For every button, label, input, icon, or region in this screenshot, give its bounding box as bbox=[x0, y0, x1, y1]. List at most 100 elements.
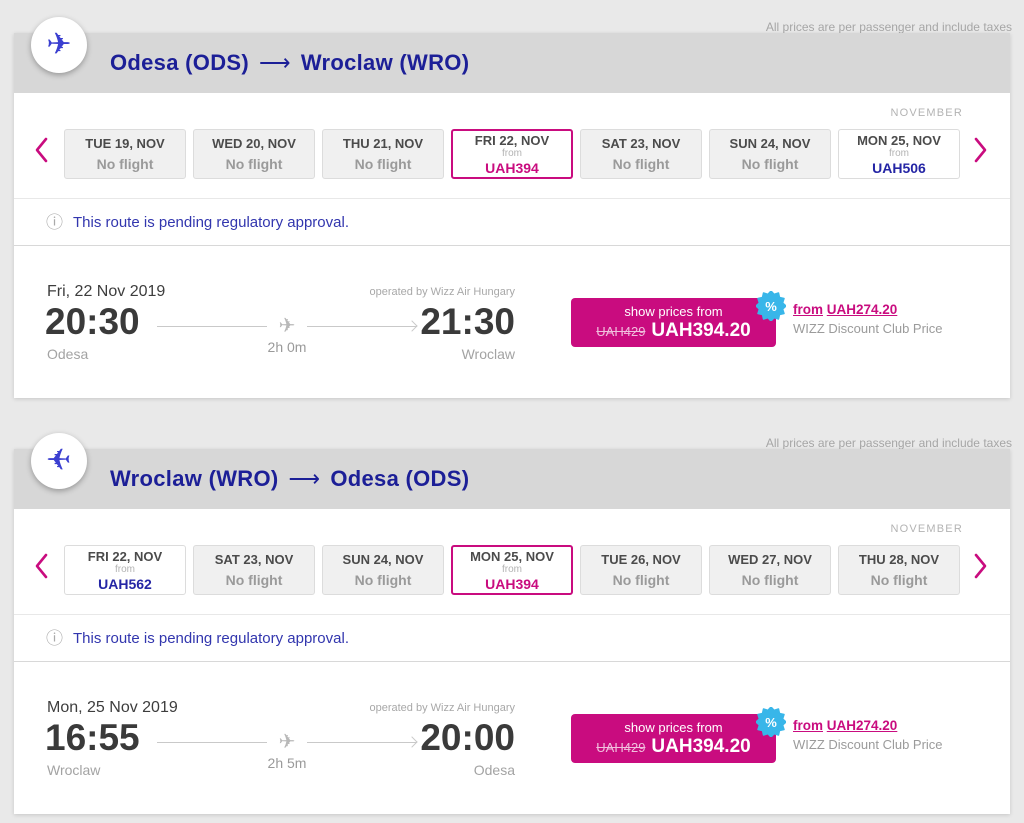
wdc-from-label[interactable]: from bbox=[793, 302, 823, 317]
flight-duration: 2h 5m bbox=[267, 755, 307, 771]
route-header-band bbox=[14, 33, 1010, 93]
prev-dates-chevron-icon[interactable] bbox=[33, 553, 49, 579]
tab-date: THU 21, NOV bbox=[342, 136, 424, 151]
wdc-caption: WIZZ Discount Club Price bbox=[793, 737, 943, 752]
tab-date: SAT 23, NOV bbox=[214, 552, 294, 567]
outbound-flight-card: ✈ Odesa (ODS) ⟶ Wroclaw (WRO) NOVEMBER T… bbox=[14, 17, 1010, 398]
plane-icon: ✈ bbox=[278, 731, 296, 753]
date-tab[interactable]: TUE 19, NOV No flight bbox=[64, 129, 186, 179]
wdc-price[interactable]: UAH274.20 bbox=[826, 302, 898, 317]
date-tab-selected[interactable]: MON 25, NOV from UAH394 bbox=[451, 545, 573, 595]
prices-disclaimer: All prices are per passenger and include… bbox=[765, 20, 1012, 34]
month-label: NOVEMBER bbox=[890, 107, 963, 119]
tab-date: MON 25, NOV bbox=[857, 132, 941, 148]
tab-date: FRI 22, NOV bbox=[474, 132, 550, 148]
path-line bbox=[157, 325, 267, 327]
wdc-price-link[interactable]: from UAH274.20 bbox=[793, 718, 943, 733]
notice-text: This route is pending regulatory approva… bbox=[73, 213, 349, 231]
route-title: Wroclaw (WRO) ⟶ Odesa (ODS) bbox=[110, 449, 469, 509]
current-price: UAH394.20 bbox=[651, 735, 751, 757]
plane-icon: ✈ bbox=[46, 28, 72, 61]
tab-from-label: from bbox=[889, 147, 909, 159]
departure-time: 20:30 bbox=[45, 301, 140, 342]
date-tab[interactable]: MON 25, NOV from UAH506 bbox=[838, 129, 960, 179]
wdc-price-link[interactable]: from UAH274.20 bbox=[793, 302, 943, 317]
operated-by: operated by Wizz Air Hungary bbox=[369, 702, 515, 714]
departure-time: 16:55 bbox=[45, 717, 140, 758]
flight-row: Fri, 22 Nov 2019 operated by Wizz Air Hu… bbox=[14, 246, 1010, 398]
wdc-caption: WIZZ Discount Club Price bbox=[793, 321, 943, 336]
tab-price: UAH394 bbox=[485, 159, 539, 176]
show-prices-button[interactable]: show prices from UAH429 UAH394.20 bbox=[571, 714, 776, 763]
path-arrow bbox=[307, 325, 418, 327]
wdc-price[interactable]: UAH274.20 bbox=[826, 718, 898, 733]
discount-badge: % bbox=[756, 291, 786, 321]
date-tab[interactable]: THU 21, NOV No flight bbox=[322, 129, 444, 179]
tab-date: WED 20, NOV bbox=[212, 136, 296, 151]
tab-price: UAH506 bbox=[872, 159, 926, 176]
tab-date: FRI 22, NOV bbox=[87, 548, 163, 564]
tab-status: No flight bbox=[741, 156, 799, 172]
tab-status: No flight bbox=[225, 156, 283, 172]
prices-disclaimer: All prices are per passenger and include… bbox=[765, 436, 1012, 450]
date-tab-selected[interactable]: FRI 22, NOV from UAH394 bbox=[451, 129, 573, 179]
tab-price: UAH562 bbox=[98, 575, 152, 592]
tab-status: No flight bbox=[354, 572, 412, 588]
path-line bbox=[157, 741, 267, 743]
tab-date: SUN 24, NOV bbox=[729, 136, 811, 151]
tab-date: TUE 19, NOV bbox=[85, 136, 165, 151]
old-price: UAH429 bbox=[596, 323, 646, 339]
flight-path: ✈ 2h 0m bbox=[157, 315, 418, 355]
tab-status: No flight bbox=[870, 572, 928, 588]
date-tabs: TUE 19, NOV No flight WED 20, NOV No fli… bbox=[64, 129, 960, 179]
wdc-from-label[interactable]: from bbox=[793, 718, 823, 733]
tab-date: SAT 23, NOV bbox=[601, 136, 681, 151]
tab-status: No flight bbox=[612, 156, 670, 172]
tab-status: No flight bbox=[741, 572, 799, 588]
next-dates-chevron-icon[interactable] bbox=[973, 553, 989, 579]
date-tab[interactable]: SUN 24, NOV No flight bbox=[322, 545, 444, 595]
date-tab[interactable]: WED 27, NOV No flight bbox=[709, 545, 831, 595]
percent-icon: % bbox=[765, 298, 777, 314]
discount-badge: % bbox=[756, 707, 786, 737]
date-tabs: FRI 22, NOV from UAH562 SAT 23, NOV No f… bbox=[64, 545, 960, 595]
percent-icon: % bbox=[765, 714, 777, 730]
wdc-price-block: from UAH274.20 WIZZ Discount Club Price bbox=[793, 302, 943, 336]
regulatory-notice: ⓘ This route is pending regulatory appro… bbox=[14, 614, 1010, 662]
month-label: NOVEMBER bbox=[890, 523, 963, 535]
route-title: Odesa (ODS) ⟶ Wroclaw (WRO) bbox=[110, 33, 469, 93]
plane-badge: ✈ bbox=[31, 17, 87, 73]
plane-icon: ✈ bbox=[278, 315, 296, 337]
wdc-price-block: from UAH274.20 WIZZ Discount Club Price bbox=[793, 718, 943, 752]
flight-date: Mon, 25 Nov 2019 bbox=[47, 699, 178, 716]
plane-icon: ✈ bbox=[46, 444, 72, 477]
route-destination: Wroclaw (WRO) bbox=[300, 50, 470, 75]
notice-text: This route is pending regulatory approva… bbox=[73, 629, 349, 647]
date-tab[interactable]: WED 20, NOV No flight bbox=[193, 129, 315, 179]
next-dates-chevron-icon[interactable] bbox=[973, 137, 989, 163]
date-tab[interactable]: SUN 24, NOV No flight bbox=[709, 129, 831, 179]
route-origin: Odesa (ODS) bbox=[110, 50, 249, 75]
date-tab[interactable]: FRI 22, NOV from UAH562 bbox=[64, 545, 186, 595]
arrival-time: 20:00 bbox=[420, 717, 515, 758]
show-prices-label: show prices from bbox=[624, 719, 723, 735]
date-tab[interactable]: TUE 26, NOV No flight bbox=[580, 545, 702, 595]
tab-date: WED 27, NOV bbox=[728, 552, 812, 567]
tab-from-label: from bbox=[502, 563, 522, 575]
operated-by: operated by Wizz Air Hungary bbox=[369, 286, 515, 298]
date-tab[interactable]: SAT 23, NOV No flight bbox=[580, 129, 702, 179]
path-arrow bbox=[307, 741, 418, 743]
flight-duration: 2h 0m bbox=[267, 339, 307, 355]
info-icon: ⓘ bbox=[46, 628, 63, 648]
show-prices-label: show prices from bbox=[624, 303, 723, 319]
departure-city: Odesa bbox=[47, 346, 89, 362]
return-flight-card: ✈ Wroclaw (WRO) ⟶ Odesa (ODS) NOVEMBER F… bbox=[14, 433, 1010, 814]
prev-dates-chevron-icon[interactable] bbox=[33, 137, 49, 163]
route-origin: Wroclaw (WRO) bbox=[110, 466, 279, 491]
date-tab[interactable]: THU 28, NOV No flight bbox=[838, 545, 960, 595]
show-prices-button[interactable]: show prices from UAH429 UAH394.20 bbox=[571, 298, 776, 347]
date-tab[interactable]: SAT 23, NOV No flight bbox=[193, 545, 315, 595]
flight-path: ✈ 2h 5m bbox=[157, 731, 418, 771]
old-price: UAH429 bbox=[596, 739, 646, 755]
